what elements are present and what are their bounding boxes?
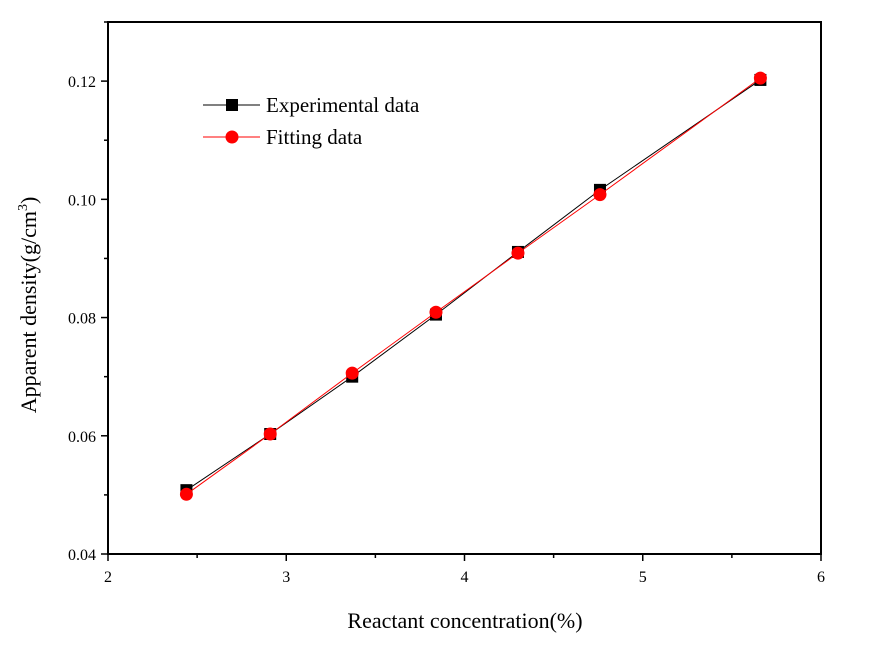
data-point-circle xyxy=(345,366,359,380)
data-point-circle xyxy=(179,487,193,501)
data-point-circle xyxy=(511,246,525,260)
x-tick-label: 4 xyxy=(461,569,469,586)
y-tick-label: 0.08 xyxy=(68,311,96,328)
legend: Experimental data Fitting data xyxy=(203,93,420,149)
x-tick-label: 6 xyxy=(817,569,825,586)
x-tick-label: 3 xyxy=(282,569,290,586)
y-tick-label: 0.04 xyxy=(68,547,96,564)
legend-item-experimental: Experimental data xyxy=(203,93,420,117)
svg-text:Experimental data: Experimental data xyxy=(266,93,420,117)
series-fitting xyxy=(179,71,767,501)
svg-text:Fitting data: Fitting data xyxy=(266,125,363,149)
legend-item-fitting: Fitting data xyxy=(203,125,363,149)
y-axis-label: Apparent density(g/cm3) xyxy=(16,197,41,414)
x-tick-label: 5 xyxy=(639,569,647,586)
legend-square-marker xyxy=(226,99,238,111)
x-tick-label: 2 xyxy=(104,569,112,586)
data-point-circle xyxy=(429,305,443,319)
y-tick-label: 0.12 xyxy=(68,74,96,91)
data-point-circle xyxy=(263,427,277,441)
data-point-circle xyxy=(753,71,767,85)
y-tick-label: 0.10 xyxy=(68,192,96,209)
plot-frame xyxy=(107,21,822,555)
y-tick-label: 0.06 xyxy=(68,429,96,446)
data-point-circle xyxy=(593,188,607,202)
legend-circle-marker xyxy=(225,130,239,144)
x-axis-label: Reactant concentration(%) xyxy=(347,608,582,633)
